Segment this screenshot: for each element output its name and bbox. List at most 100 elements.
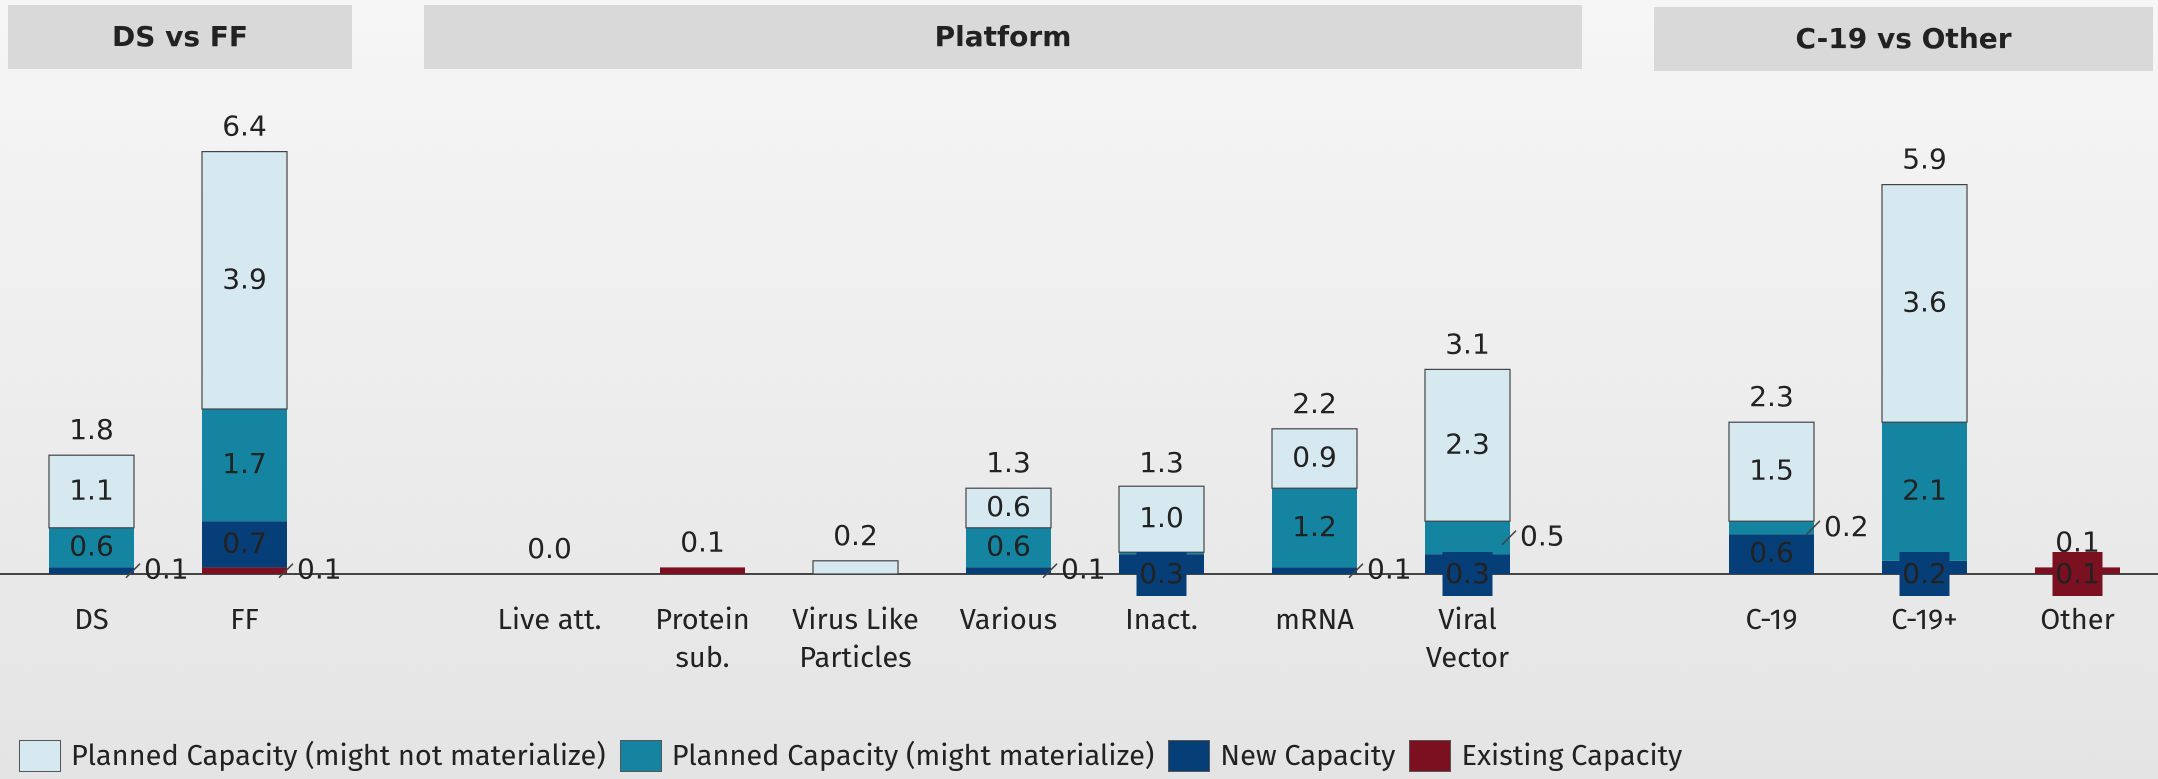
bar-segment bbox=[49, 567, 134, 574]
legend-item: Existing Capacity bbox=[1409, 738, 1682, 773]
panel-header bbox=[8, 5, 352, 69]
legend-swatch bbox=[1409, 739, 1452, 772]
bar-segment bbox=[1271, 428, 1358, 489]
value-label-box bbox=[2052, 552, 2103, 596]
value-label: 0.1 bbox=[1367, 553, 1412, 586]
category-label: C-19+ bbox=[1891, 602, 1958, 637]
legend: Planned Capacity (might not materialize)… bbox=[19, 738, 1696, 773]
value-label: 1.7 bbox=[222, 447, 267, 480]
bar-segment bbox=[1118, 485, 1205, 553]
bar-segment bbox=[1881, 184, 1968, 423]
value-label: 0.1 bbox=[297, 553, 342, 586]
value-label-box bbox=[1899, 552, 1950, 596]
bar-segment bbox=[812, 560, 899, 575]
bar-segment bbox=[1424, 368, 1511, 522]
value-label: 2.1 bbox=[1902, 474, 1947, 507]
panel-header bbox=[424, 5, 1582, 69]
panel-title: Platform bbox=[935, 20, 1072, 53]
total-label: 2.2 bbox=[1292, 387, 1337, 420]
value-label: 0.2 bbox=[1902, 557, 1947, 590]
value-label: 0.3 bbox=[1445, 557, 1490, 590]
bar-segment bbox=[1729, 521, 1814, 535]
leader-line bbox=[1501, 530, 1517, 546]
legend-label: Existing Capacity bbox=[1461, 738, 1683, 773]
bar-segment bbox=[1882, 422, 1967, 561]
value-label: 0.1 bbox=[1061, 553, 1106, 586]
bar-segment bbox=[1272, 567, 1357, 574]
value-label: 0.2 bbox=[1824, 510, 1869, 543]
bar-segment bbox=[1729, 534, 1814, 574]
bar-segment bbox=[202, 521, 287, 568]
total-label: 1.8 bbox=[69, 413, 114, 446]
bar-segment bbox=[1425, 521, 1510, 555]
leader-line bbox=[125, 563, 141, 579]
leader-line bbox=[1042, 563, 1058, 579]
category-label: Protein sub. bbox=[655, 602, 750, 675]
value-label: 2.3 bbox=[1445, 427, 1490, 460]
legend-swatch bbox=[19, 739, 61, 772]
value-label: 0.3 bbox=[1139, 557, 1184, 590]
category-label: mRNA bbox=[1275, 602, 1354, 637]
total-label: 3.1 bbox=[1445, 327, 1490, 360]
category-label: C-19 bbox=[1745, 602, 1798, 637]
bar-segment bbox=[49, 527, 134, 568]
value-label: 1.0 bbox=[1139, 501, 1184, 534]
bar-segment bbox=[48, 454, 135, 529]
value-label: 1.2 bbox=[1292, 510, 1337, 543]
category-label: DS bbox=[74, 602, 109, 637]
panel-header bbox=[1654, 7, 2153, 71]
value-label: 0.1 bbox=[2055, 557, 2100, 590]
legend-label: New Capacity bbox=[1220, 738, 1396, 773]
total-label: 6.4 bbox=[222, 110, 267, 143]
panel-title: C-19 vs Other bbox=[1795, 22, 2011, 55]
legend-label: Planned Capacity (might materialize) bbox=[671, 738, 1155, 773]
leader-line bbox=[278, 563, 294, 579]
value-label: 3.6 bbox=[1902, 285, 1947, 318]
value-label-box bbox=[1136, 552, 1187, 596]
total-label: 0.1 bbox=[2055, 525, 2100, 558]
total-label: 0.0 bbox=[527, 532, 572, 565]
bar-segment bbox=[660, 567, 745, 574]
bar-segment bbox=[1272, 488, 1357, 568]
value-label: 0.9 bbox=[1292, 441, 1337, 474]
bar-segment bbox=[202, 409, 287, 522]
leader-line bbox=[1348, 563, 1364, 579]
category-label: Inact. bbox=[1125, 602, 1198, 637]
category-label: Live att. bbox=[497, 602, 602, 637]
total-label: 0.1 bbox=[680, 525, 725, 558]
bar-segment bbox=[965, 487, 1052, 529]
value-label: 0.1 bbox=[144, 553, 189, 586]
category-label: FF bbox=[230, 602, 259, 637]
total-label: 1.3 bbox=[1139, 446, 1184, 479]
value-label: 0.5 bbox=[1520, 520, 1565, 553]
legend-item: Planned Capacity (might materialize) bbox=[619, 738, 1155, 773]
bar-segment bbox=[201, 151, 288, 410]
total-label: 1.3 bbox=[986, 446, 1031, 479]
value-label: 1.1 bbox=[69, 474, 114, 507]
value-label: 0.6 bbox=[69, 530, 114, 563]
legend-item: New Capacity bbox=[1168, 738, 1395, 773]
total-label: 2.3 bbox=[1749, 380, 1794, 413]
value-label-box bbox=[1442, 552, 1493, 596]
legend-item: Planned Capacity (might not materialize) bbox=[19, 738, 606, 773]
bar-segment bbox=[202, 567, 287, 574]
value-label: 0.6 bbox=[986, 530, 1031, 563]
total-label: 0.2 bbox=[833, 519, 878, 552]
bar-segment bbox=[966, 567, 1051, 574]
value-label: 1.5 bbox=[1749, 454, 1794, 487]
total-label: 5.9 bbox=[1902, 143, 1947, 176]
value-label: 0.7 bbox=[222, 526, 267, 559]
legend-swatch bbox=[619, 739, 662, 772]
category-label: Viral Vector bbox=[1425, 602, 1510, 675]
value-label: 3.9 bbox=[222, 262, 267, 295]
legend-label: Planned Capacity (might not materialize) bbox=[71, 738, 606, 773]
bar-segment bbox=[966, 527, 1051, 568]
leader-line bbox=[1805, 520, 1821, 536]
category-label: Other bbox=[2040, 602, 2115, 637]
panel-title: DS vs FF bbox=[112, 20, 248, 53]
value-label: 0.6 bbox=[986, 490, 1031, 523]
category-label: Various bbox=[959, 602, 1058, 637]
legend-swatch bbox=[1168, 739, 1211, 772]
